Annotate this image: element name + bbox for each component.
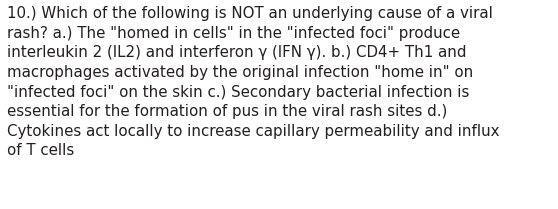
Text: 10.) Which of the following is NOT an underlying cause of a viral
rash? a.) The : 10.) Which of the following is NOT an un… bbox=[7, 6, 500, 158]
